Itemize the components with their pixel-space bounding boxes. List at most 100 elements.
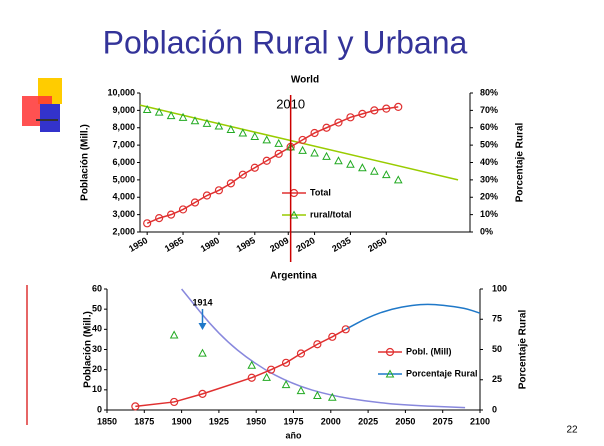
marker	[298, 145, 307, 154]
y2-tick-label: 25	[492, 374, 502, 384]
marker	[214, 186, 224, 195]
y2-axis-title: Porcentaje Rural	[518, 310, 529, 390]
y2-tick-label: 0	[492, 404, 497, 414]
annotation-label: 1914	[192, 297, 212, 307]
marker	[247, 360, 257, 369]
marker	[155, 214, 164, 223]
marker	[170, 397, 179, 407]
y-tick-label: 7,000	[112, 140, 135, 150]
marker	[202, 191, 212, 200]
marker	[358, 109, 367, 118]
x-tick-label: 1900	[172, 416, 192, 426]
x-tick-label: 2000	[321, 416, 341, 426]
marker	[334, 118, 343, 127]
marker	[178, 112, 188, 121]
y-tick-label: 10	[92, 384, 102, 394]
marker	[327, 392, 337, 401]
y2-tick-label: 70%	[480, 105, 498, 115]
legend-marker	[385, 347, 395, 357]
y-tick-label: 4,000	[112, 192, 135, 202]
y-tick-label: 2,000	[112, 226, 135, 236]
x-tick-label: 1975	[283, 416, 303, 426]
y2-axis-title: Porcentaje Rural	[515, 123, 526, 203]
x-tick-label: 2050	[395, 416, 415, 426]
marker	[226, 124, 236, 133]
x-axis-title: año	[285, 430, 302, 440]
x-tick-label: 2075	[433, 416, 453, 426]
marker	[143, 219, 152, 228]
y-tick-label: 9,000	[112, 105, 135, 115]
marker	[190, 198, 200, 207]
marker	[346, 113, 355, 122]
marker	[214, 121, 224, 130]
marker	[262, 156, 271, 165]
marker	[274, 149, 283, 158]
y2-tick-label: 60%	[480, 122, 498, 132]
series-line	[135, 328, 347, 408]
y-tick-label: 20	[92, 364, 102, 374]
x-tick-label: 1980	[199, 235, 221, 254]
legend-label: Total	[310, 187, 331, 197]
y-tick-label: 6,000	[112, 157, 135, 167]
marker	[370, 106, 379, 115]
y2-tick-label: 75	[492, 314, 502, 324]
marker	[250, 131, 260, 140]
y2-tick-label: 50	[492, 344, 502, 354]
annotation-arrowhead	[198, 323, 207, 330]
marker	[166, 111, 176, 120]
x-tick-label: 1965	[163, 235, 185, 254]
y-axis-title: Población (Mill.)	[83, 311, 94, 388]
marker	[393, 175, 403, 184]
marker	[310, 128, 319, 138]
legend-label: rural/total	[310, 209, 352, 219]
x-tick-label: 2020	[294, 235, 316, 254]
marker	[226, 179, 235, 188]
x-tick-label: 1995	[235, 235, 257, 254]
y-tick-label: 40	[92, 324, 102, 334]
x-tick-label: 2009	[268, 235, 290, 254]
x-tick-label: 1925	[209, 416, 229, 426]
marker	[296, 386, 306, 395]
y2-tick-label: 0%	[480, 226, 493, 236]
x-tick-label: 1950	[127, 235, 149, 254]
marker	[169, 330, 179, 339]
marker	[298, 135, 307, 145]
y2-tick-label: 30%	[480, 174, 498, 184]
series-line	[146, 106, 399, 225]
x-tick-label: 1950	[246, 416, 266, 426]
marker	[267, 365, 276, 374]
marker	[274, 138, 284, 147]
annotation-label: 2010	[276, 96, 305, 111]
marker	[262, 372, 271, 381]
page-number: 22	[566, 425, 578, 436]
curve	[345, 303, 481, 330]
legend-marker	[289, 210, 299, 219]
y-axis-title: Población (Mill.)	[80, 124, 91, 201]
marker	[142, 104, 152, 114]
x-tick-label: 1875	[134, 416, 154, 426]
marker	[166, 210, 176, 219]
deco-square	[40, 104, 60, 132]
marker	[394, 102, 403, 112]
marker	[346, 159, 355, 168]
marker	[370, 166, 379, 175]
marker	[341, 325, 350, 334]
chart-title: Argentina	[270, 271, 317, 282]
marker	[334, 156, 343, 165]
y2-tick-label: 20%	[480, 192, 498, 202]
legend-label: Porcentaje Rural	[406, 368, 478, 378]
y2-tick-label: 80%	[480, 87, 498, 97]
y-tick-label: 50	[92, 304, 102, 314]
marker	[281, 358, 291, 367]
marker	[381, 170, 391, 179]
y-tick-label: 60	[92, 283, 102, 293]
slide-title: Población Rural y Urbana	[103, 24, 468, 60]
y2-tick-label: 50%	[480, 140, 498, 150]
marker	[313, 340, 322, 349]
y2-tick-label: 100	[492, 283, 507, 293]
marker	[262, 135, 272, 144]
chart-title: World	[291, 75, 319, 86]
y-tick-label: 5,000	[112, 174, 135, 184]
